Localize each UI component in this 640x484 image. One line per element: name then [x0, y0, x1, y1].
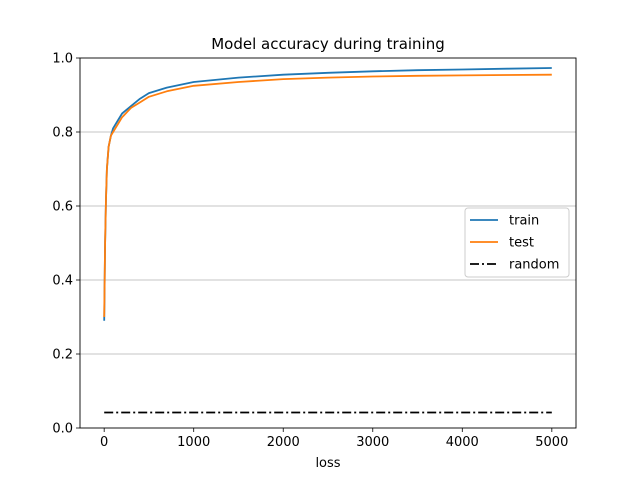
grid-lines — [80, 131, 576, 355]
x-tick-label: 3000 — [356, 435, 389, 450]
legend-box — [464, 207, 570, 278]
x-tick-label: 0 — [100, 435, 108, 450]
series-line-test — [103, 73, 552, 318]
legend: train test random — [464, 207, 570, 278]
legend-label-random: random — [509, 258, 559, 273]
y-tick-label: 1.0 — [52, 52, 73, 67]
y-tick-label: 0.6 — [52, 200, 73, 215]
x-axis-label: loss — [315, 456, 340, 471]
y-tick-label: 0.2 — [52, 348, 73, 363]
plot-frame — [79, 57, 577, 429]
x-tick-label: 4000 — [446, 435, 479, 450]
legend-label-test: test — [509, 236, 534, 251]
x-tick-label: 2000 — [267, 435, 300, 450]
y-tick-label: 0.4 — [52, 274, 73, 289]
axis-ticks: 0.0 0.2 0.4 0.6 0.8 1.0 0 1000 2000 3000 4000 5000 — [52, 52, 568, 451]
x-tick-label: 1000 — [177, 435, 210, 450]
y-tick-label: 0.8 — [52, 126, 73, 141]
series-layer — [103, 67, 552, 414]
y-tick-label: 0.0 — [52, 422, 73, 437]
x-tick-label: 5000 — [535, 435, 568, 450]
legend-label-train: train — [509, 214, 539, 229]
chart-title: Model accuracy during training — [211, 35, 445, 53]
